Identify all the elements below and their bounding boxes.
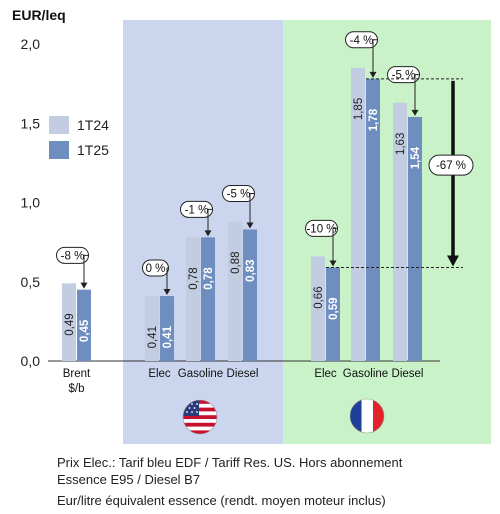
y-tick-label: 2,0 (21, 36, 41, 52)
value-label-1t25: 0,59 (328, 297, 340, 319)
footnote-line-2: Essence E95 / Diesel B7 (57, 472, 201, 487)
y-tick-label: 0,5 (21, 274, 41, 290)
category-label: Brent (63, 368, 91, 380)
bar-1t24 (62, 283, 76, 361)
bar-1t24 (311, 256, 325, 361)
change-arrow-head (163, 289, 171, 296)
change-arrow-head (80, 282, 88, 289)
value-label-1t24: 0,49 (64, 313, 76, 335)
value-label-1t25: 1,54 (410, 146, 422, 169)
legend: 1T24 1T25 (49, 116, 109, 159)
value-label-1t24: 0,41 (147, 326, 159, 348)
footnote-line-1: Prix Elec.: Tarif bleu EDF / Tariff Res.… (57, 455, 403, 470)
change-arrow-line (249, 193, 255, 226)
change-arrow-line (332, 227, 338, 264)
bar-1t24 (145, 296, 159, 361)
change-arrow-line (166, 267, 169, 293)
category-label: Gasoline (178, 368, 223, 380)
value-label-1t24: 1,85 (353, 98, 365, 120)
fr-flag-icon (349, 398, 385, 434)
value-label-1t25: 0,45 (79, 319, 91, 342)
category-label: Elec (314, 368, 337, 380)
change-label: -5 % (227, 189, 251, 201)
y-axis-label: EUR/leq (12, 7, 66, 23)
change-label: -5 % (392, 70, 416, 82)
bars-layer: 0,49 0,45 Brent $/b 0,41 0,41 Elec 0,78 0,78 Gaso… (62, 67, 424, 395)
change-label: -10 % (306, 223, 336, 235)
change-arrow-head (204, 230, 212, 237)
us-panel-background (123, 20, 283, 444)
value-label-1t24: 1,63 (395, 133, 407, 155)
change-arrow-head (411, 109, 419, 116)
category-label: Diesel (227, 368, 259, 380)
legend-label-1t25: 1T25 (77, 142, 109, 158)
change-label: -4 % (350, 35, 374, 47)
value-label-1t25: 0,83 (245, 259, 257, 281)
bar-1t25 (366, 78, 380, 362)
change-label: 0 % (146, 263, 166, 275)
change-arrow-line (83, 254, 89, 286)
change-arrow-line (372, 39, 378, 75)
reduction-arrow-head (447, 255, 459, 267)
change-arrow-line (414, 74, 420, 113)
legend-swatch-1t24 (49, 116, 69, 134)
change-label: -8 % (61, 250, 85, 262)
change-arrow-line (207, 208, 213, 234)
bar-1t25 (243, 229, 257, 361)
value-label-1t24: 0,66 (313, 286, 325, 308)
category-label: Elec (148, 368, 171, 380)
bar-1t25 (201, 237, 215, 361)
bar-1t24 (186, 237, 200, 361)
change-arrow-head (329, 260, 337, 267)
category-label: Diesel (392, 368, 424, 380)
bar-1t25 (77, 289, 91, 361)
category-label: Gasoline (343, 368, 388, 380)
y-tick-label: 1,0 (21, 195, 41, 211)
change-arrow-head (246, 222, 254, 229)
bar-1t25 (326, 267, 340, 361)
y-tick-labels: 0,0 0,5 1,0 1,5 2,0 (21, 36, 41, 369)
value-label-1t24: 0,78 (188, 267, 200, 289)
reduction-bubble (428, 154, 474, 176)
bar-1t24 (351, 67, 365, 362)
change-label: -1 % (185, 204, 209, 216)
value-label-1t24: 0,88 (230, 252, 242, 274)
y-tick-label: 0,0 (21, 353, 41, 369)
category-sublabel: $/b (69, 383, 85, 395)
bar-1t24 (228, 221, 242, 361)
change-arrow-head (369, 71, 377, 78)
value-label-1t25: 0,41 (162, 325, 174, 348)
footnote-line-3: Eur/litre équivalent essence (rendt. moy… (57, 493, 386, 508)
bar-1t24 (393, 102, 407, 362)
reduction-label: -67 % (436, 160, 466, 172)
bar-1t25 (160, 296, 174, 361)
bar-1t25 (408, 116, 422, 361)
value-label-1t25: 1,78 (368, 108, 380, 131)
legend-label-1t24: 1T24 (77, 117, 109, 133)
us-flag-icon (182, 399, 218, 435)
value-label-1t25: 0,78 (203, 267, 215, 290)
legend-swatch-1t25 (49, 141, 69, 159)
y-tick-label: 1,5 (21, 115, 41, 131)
change-annotations-layer: -8 % 0 % -1 % -5 % -10 % -4 % -5 % -67 % (56, 31, 474, 296)
